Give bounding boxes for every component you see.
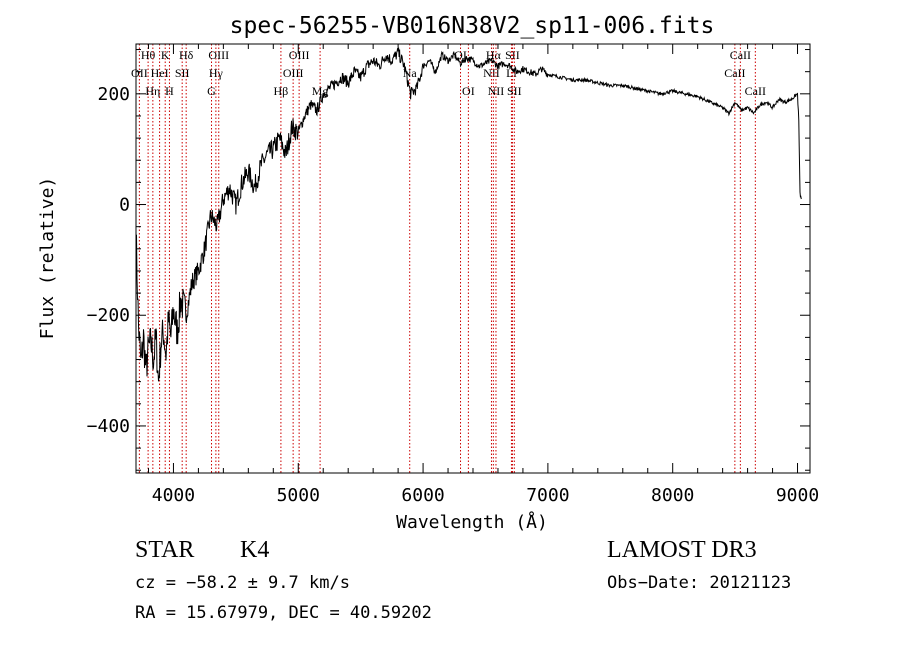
- spectral-line-label: OIII: [283, 66, 304, 80]
- spectral-line-label: Hγ: [209, 66, 224, 80]
- survey-label: LAMOST DR3: [607, 537, 757, 563]
- object-subclass: K4: [240, 537, 270, 563]
- y-tick-label: −200: [87, 305, 130, 326]
- x-tick-label: 8000: [651, 485, 694, 506]
- x-tick-label: 6000: [401, 485, 444, 506]
- y-tick-label: 200: [97, 84, 130, 105]
- y-axis-label: Flux (relative): [37, 177, 58, 340]
- coordinates: RA = 15.67979, DEC = 40.59202: [135, 603, 432, 623]
- redshift-readout: cz = −58.2 ± 9.7 km/s: [135, 573, 350, 593]
- spectral-line-label: OIII: [289, 48, 310, 62]
- x-tick-label: 7000: [526, 485, 569, 506]
- observation-date: Obs−Date: 20121123: [607, 573, 792, 593]
- spectral-line-label: CaII: [730, 48, 751, 62]
- spectral-line-label: OI: [462, 84, 475, 98]
- series-layer: [135, 47, 802, 382]
- spectral-line-label: Hδ: [179, 48, 194, 62]
- spectral-line-label: Hη: [145, 84, 160, 98]
- spectral-line-label: CaII: [724, 66, 745, 80]
- x-tick-label: 9000: [776, 485, 819, 506]
- spectral-line-label: Hθ: [141, 48, 156, 62]
- chart-title: spec-56255-VB016N38V2_sp11-006.fits: [230, 13, 715, 39]
- x-tick-label: 4000: [152, 485, 195, 506]
- spectral-line-label: Li: [506, 66, 517, 80]
- spectral-line-label: SII: [505, 48, 520, 62]
- spectral-line-label: H: [165, 84, 174, 98]
- flux-series-line: [135, 47, 802, 382]
- spectral-line-label: Hβ: [274, 84, 289, 98]
- spectral-lines-layer: OIIHθHηHeIKHSIIHδGHγOIIIHβOIIIOIIIMgNaOI…: [131, 44, 766, 473]
- plot-frame: [135, 43, 811, 474]
- x-axis-label: Wavelength (Å): [396, 511, 548, 533]
- spectral-line-label: CaII: [745, 84, 766, 98]
- spectral-line-label: G: [207, 84, 216, 98]
- axes-layer: 4000 5000 6000 7000 8000 9000 −400 −200 0 200: [87, 44, 819, 506]
- spectral-line-label: Na: [403, 66, 418, 80]
- object-class: STAR: [135, 537, 195, 563]
- spectral-line-label: OII: [131, 66, 148, 80]
- spectral-line-label: SII: [507, 84, 522, 98]
- spectral-line-label: NII: [488, 84, 505, 98]
- spectral-line-label: OIII: [208, 48, 229, 62]
- x-tick-label: 5000: [277, 485, 320, 506]
- spectral-line-label: HeI: [151, 66, 169, 80]
- spectral-line-label: K: [161, 48, 170, 62]
- y-tick-label: −400: [87, 416, 130, 437]
- spectral-line-label: SII: [175, 66, 190, 80]
- y-tick-label: 0: [119, 195, 130, 216]
